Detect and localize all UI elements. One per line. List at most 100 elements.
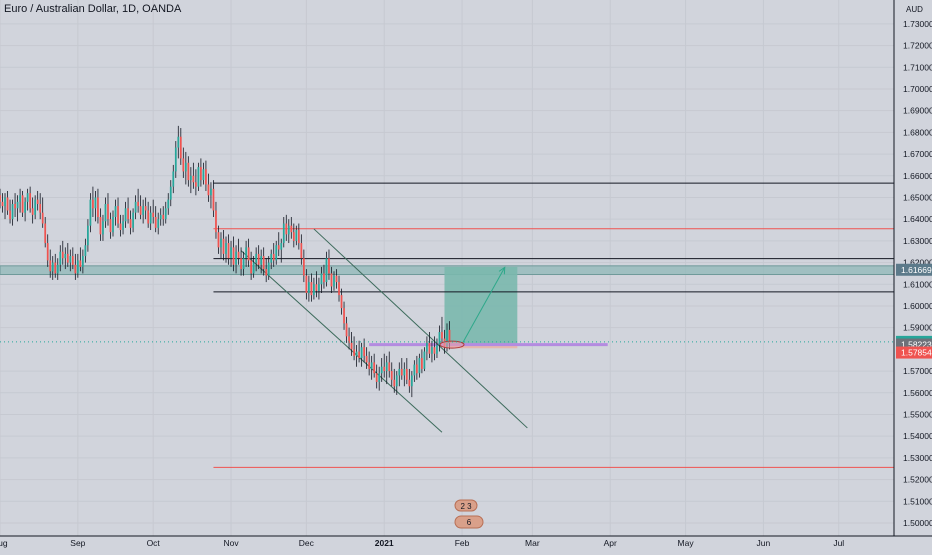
event-badge-1[interactable]: 2 3	[454, 499, 478, 512]
y-tick-label-21: 1.51000	[903, 496, 932, 506]
y-tick-label-3: 1.70000	[903, 84, 932, 94]
x-tick-label-4: Dec	[299, 538, 315, 548]
candle-body-120	[300, 243, 303, 259]
candle-body-48	[119, 223, 122, 231]
y-tick-label-8: 1.65000	[903, 192, 932, 202]
candle-body-108	[270, 253, 273, 263]
candle-body-145	[363, 347, 366, 356]
y-tick-label-14: 1.59000	[903, 323, 932, 333]
candle-body-50	[124, 208, 127, 222]
x-tick-label-1: Sep	[70, 538, 85, 548]
candle-body-28	[69, 256, 72, 263]
time-axis-background	[0, 536, 932, 550]
event-badge-2-label: 6	[467, 518, 472, 527]
price-label-3: 1.58223	[901, 340, 932, 350]
candle-body-75	[187, 162, 190, 181]
trend-line-0	[240, 250, 443, 433]
candle-body-71	[177, 136, 180, 148]
y-tick-label-2: 1.71000	[903, 62, 932, 72]
candle-body-6	[14, 203, 16, 209]
candle-body-138	[345, 323, 348, 337]
candle-body-137	[343, 308, 345, 324]
candle-body-154	[385, 362, 388, 372]
candle-body-170	[426, 342, 428, 352]
candle-body-158	[395, 375, 398, 387]
candle-body-62	[154, 217, 157, 228]
candle-body-99	[247, 247, 250, 261]
x-tick-label-0: Aug	[0, 538, 8, 548]
candle-body-17	[41, 212, 44, 224]
candle-body-100	[250, 260, 253, 274]
candle-body-83	[207, 184, 210, 196]
x-tick-label-9: May	[678, 538, 695, 548]
candle-body-39	[97, 197, 99, 218]
time-axis[interactable]: Aug Sep Oct Nov Dec 2021 Feb Mar Apr May Jun Jul	[0, 535, 932, 550]
x-tick-label-5: 2021	[375, 538, 394, 548]
candle-body-104	[260, 256, 263, 265]
price-axis[interactable]: AUD 1.73000 1.72000 1.71000 1.70000 1.69000 1…	[893, 0, 932, 536]
candle-body-7	[16, 201, 19, 209]
candle-body-57	[142, 206, 145, 215]
candle-body-119	[297, 230, 300, 244]
candle-body-118	[295, 230, 298, 241]
candle-body-134	[335, 275, 338, 283]
candle-body-92	[230, 247, 232, 259]
y-tick-label-13: 1.60000	[903, 301, 932, 311]
candle-body-41	[102, 221, 104, 235]
candle-body-174	[436, 345, 438, 354]
candle-body-130	[325, 258, 328, 283]
zone-long-stop	[444, 344, 518, 349]
candle-body-127	[318, 284, 320, 291]
candle-body-113	[282, 223, 285, 244]
candle-body-51	[127, 208, 129, 220]
candle-body-73	[182, 158, 185, 172]
candle-body-152	[380, 366, 383, 374]
candle-body-47	[117, 206, 119, 224]
candle-body-1	[1, 201, 4, 207]
candle-body-26	[64, 253, 67, 259]
candle-body-105	[262, 256, 265, 270]
price-label-0: 1.61669	[901, 265, 932, 275]
y-tick-label-1: 1.72000	[903, 41, 932, 51]
candle-body-27	[66, 253, 69, 263]
candle-body-128	[320, 273, 323, 285]
candle-body-143	[358, 351, 360, 359]
candle-body-3	[6, 197, 9, 211]
candle-body-58	[144, 206, 147, 211]
candle-body-42	[104, 203, 107, 222]
y-tick-label-9: 1.64000	[903, 214, 932, 224]
candle-body-64	[159, 214, 162, 220]
zone-long-target	[444, 266, 518, 345]
candle-body-29	[71, 256, 74, 265]
candle-body-156	[390, 371, 393, 380]
candle-body-142	[355, 351, 358, 356]
candle-body-141	[353, 349, 355, 356]
event-badges[interactable]: 2 3 6	[454, 499, 484, 529]
y-tick-label-22: 1.50000	[903, 518, 932, 528]
candle-body-133	[333, 275, 335, 287]
candle-body-157	[393, 379, 396, 387]
trend-line-1	[313, 228, 528, 429]
candle-body-167	[418, 358, 421, 374]
candle-body-159	[398, 368, 401, 376]
candle-body-116	[290, 225, 293, 233]
overlay	[0, 266, 894, 349]
event-badge-1-label: 2 3	[460, 502, 472, 511]
candle-body-70	[174, 147, 177, 172]
event-badge-2[interactable]: 6	[454, 515, 484, 529]
candle-body-165	[413, 364, 416, 376]
candle-body-98	[245, 247, 247, 259]
candle-body-30	[74, 264, 77, 274]
candle-body-88	[220, 238, 222, 248]
candle-body-153	[383, 366, 386, 372]
candle-body-35	[87, 225, 89, 246]
candle-body-89	[222, 238, 225, 254]
candle-body-106	[265, 269, 268, 276]
candle-body-146	[365, 355, 368, 363]
candle-body-2	[4, 197, 6, 207]
y-tick-label-20: 1.52000	[903, 475, 932, 485]
candle-body-16	[39, 203, 42, 213]
candle-body-126	[315, 284, 318, 291]
candle-body-63	[157, 219, 160, 228]
